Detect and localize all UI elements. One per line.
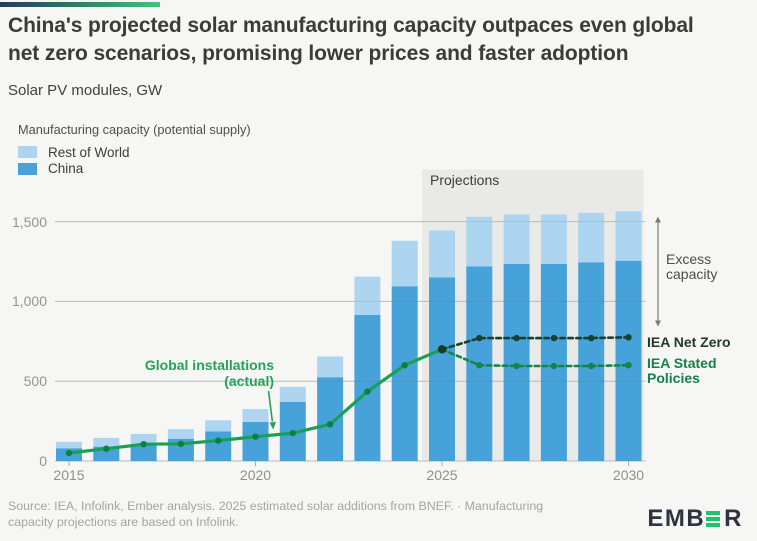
data-point <box>65 449 73 457</box>
bar-china-2025 <box>429 277 455 461</box>
data-point <box>401 362 408 369</box>
bar-rest-of-world-2017 <box>130 433 157 445</box>
projections-label: Projections <box>430 172 500 188</box>
data-point <box>625 362 632 369</box>
legend-item-rest-of-world: Rest of World <box>18 144 251 161</box>
bar-china-2027 <box>503 263 530 461</box>
data-point <box>326 421 334 428</box>
global-installations-label: Global installations (actual) <box>144 357 274 389</box>
bar-rest-of-world-2029 <box>578 212 605 263</box>
data-point <box>103 445 110 452</box>
projections-region <box>422 169 644 461</box>
source-note: Source: IEA, Infolink, Ember analysis. 2… <box>8 499 544 529</box>
iea-net-zero-label: IEA Net Zero <box>647 334 731 350</box>
excess-capacity-label: Excess capacity <box>666 251 718 282</box>
bar-china-2030 <box>615 260 642 461</box>
data-point <box>177 440 185 447</box>
data-point <box>476 334 483 342</box>
bar-china-2024 <box>391 286 418 461</box>
data-point <box>364 388 371 395</box>
ember-logo: EMB R <box>647 505 743 533</box>
bar-rest-of-world-2022 <box>317 356 344 378</box>
excess-arrowhead-down-icon <box>655 320 661 327</box>
legend-item-china: China <box>18 161 251 178</box>
data-point <box>140 441 147 448</box>
bar-rest-of-world-2024 <box>391 240 418 287</box>
page-title: China's projected solar manufacturing ca… <box>8 14 694 65</box>
logo-green-e-icon <box>706 511 721 527</box>
bar-rest-of-world-2026 <box>466 216 493 267</box>
line-iea-net-zero <box>440 336 630 351</box>
data-point <box>513 334 520 342</box>
logo-text-suffix: R <box>724 505 743 532</box>
bar-rest-of-world-2027 <box>503 214 530 264</box>
legend: Manufacturing capacity (potential supply… <box>18 122 251 177</box>
bar-china-2019 <box>205 431 232 461</box>
bar-china-2029 <box>578 262 605 461</box>
global-installations-arrow <box>267 390 274 422</box>
data-point <box>550 334 558 342</box>
junction-point-2025 <box>437 345 447 354</box>
excess-arrowhead-up-icon <box>655 216 661 223</box>
data-point <box>625 334 632 341</box>
logo-text-prefix: EMB <box>647 505 706 532</box>
data-point <box>513 362 520 370</box>
data-point <box>252 433 259 440</box>
bar-rest-of-world-2018 <box>167 429 194 439</box>
bar-china-2023 <box>354 315 381 461</box>
data-point <box>289 429 296 437</box>
bar-rest-of-world-2021 <box>279 386 306 402</box>
data-point <box>215 437 222 444</box>
bar-rest-of-world-2030 <box>615 211 642 261</box>
bar-china-2017 <box>130 444 157 461</box>
iea-stated-policies-label: IEA Stated Policies <box>647 355 717 386</box>
data-point <box>476 362 483 369</box>
bar-china-2022 <box>317 377 344 461</box>
bar-china-2028 <box>540 263 567 461</box>
data-point <box>588 334 595 342</box>
bar-rest-of-world-2028 <box>540 214 567 264</box>
accent-bar <box>0 2 160 7</box>
bar-rest-of-world-2025 <box>429 230 455 278</box>
legend-item-label: China <box>48 161 84 177</box>
bar-rest-of-world-2020 <box>242 409 269 422</box>
china-swatch <box>18 162 37 175</box>
data-point <box>550 362 558 370</box>
data-point <box>588 362 595 370</box>
bar-china-2020 <box>242 421 269 461</box>
legend-item-label: Rest of World <box>48 144 130 160</box>
bar-rest-of-world-2016 <box>93 437 120 447</box>
global-installations-arrowhead <box>269 421 276 430</box>
legend-title: Manufacturing capacity (potential supply… <box>18 122 251 137</box>
bar-rest-of-world-2023 <box>354 276 381 315</box>
bar-rest-of-world-2019 <box>205 420 232 432</box>
bar-rest-of-world-2015 <box>56 441 82 449</box>
line-iea-stated-policies <box>440 348 630 368</box>
page-subtitle: Solar PV modules, GW <box>8 82 163 99</box>
rest-of-world-swatch <box>18 146 37 159</box>
